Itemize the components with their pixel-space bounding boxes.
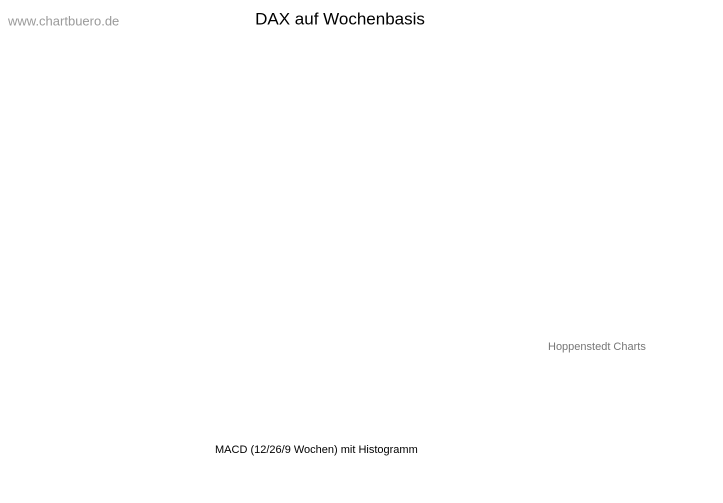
panel-title: MACD (12/26/9 Wochen) mit Histogramm: [215, 444, 418, 456]
watermark: www.chartbuero.de: [7, 13, 119, 28]
chart-title: DAX auf Wochenbasis: [255, 9, 425, 28]
source-label: Hoppenstedt Charts: [548, 341, 646, 353]
